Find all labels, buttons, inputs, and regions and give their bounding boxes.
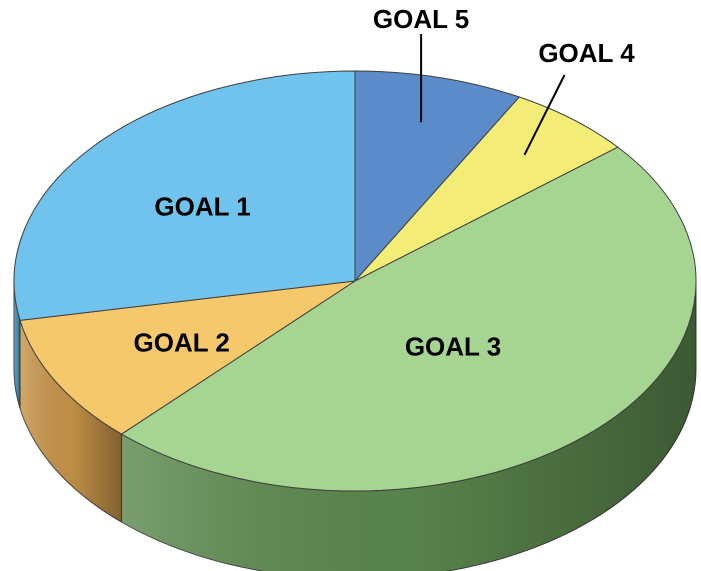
- pie-side-shade-goal-2: [20, 320, 122, 523]
- pie-side-shade-goal-3: [121, 281, 696, 571]
- pie-side-shade-goal-1: [14, 281, 21, 409]
- slice-label-goal-2: GOAL 2: [134, 328, 230, 358]
- slice-label-goal-3: GOAL 3: [405, 331, 501, 361]
- pie-slice-goal-1: [13, 70, 356, 321]
- slice-label-goal-4: GOAL 4: [538, 38, 635, 68]
- slice-labels: GOAL 5 GOAL 4 GOAL 3 GOAL 2 GOAL 1: [134, 4, 636, 361]
- slice-label-goal-1: GOAL 1: [154, 191, 250, 221]
- leader-line-goal-4: [523, 74, 566, 156]
- pie-tops: [13, 70, 697, 492]
- slice-label-goal-5: GOAL 5: [373, 4, 469, 34]
- pie-slice-goal-3: [121, 146, 697, 492]
- pie-slice-goal-2: [19, 280, 356, 435]
- pie-slice-goal-5: [354, 70, 520, 282]
- leader-lines: [420, 34, 566, 156]
- pie-slice-goal-4: [354, 96, 619, 282]
- pie-sides: [13, 280, 697, 571]
